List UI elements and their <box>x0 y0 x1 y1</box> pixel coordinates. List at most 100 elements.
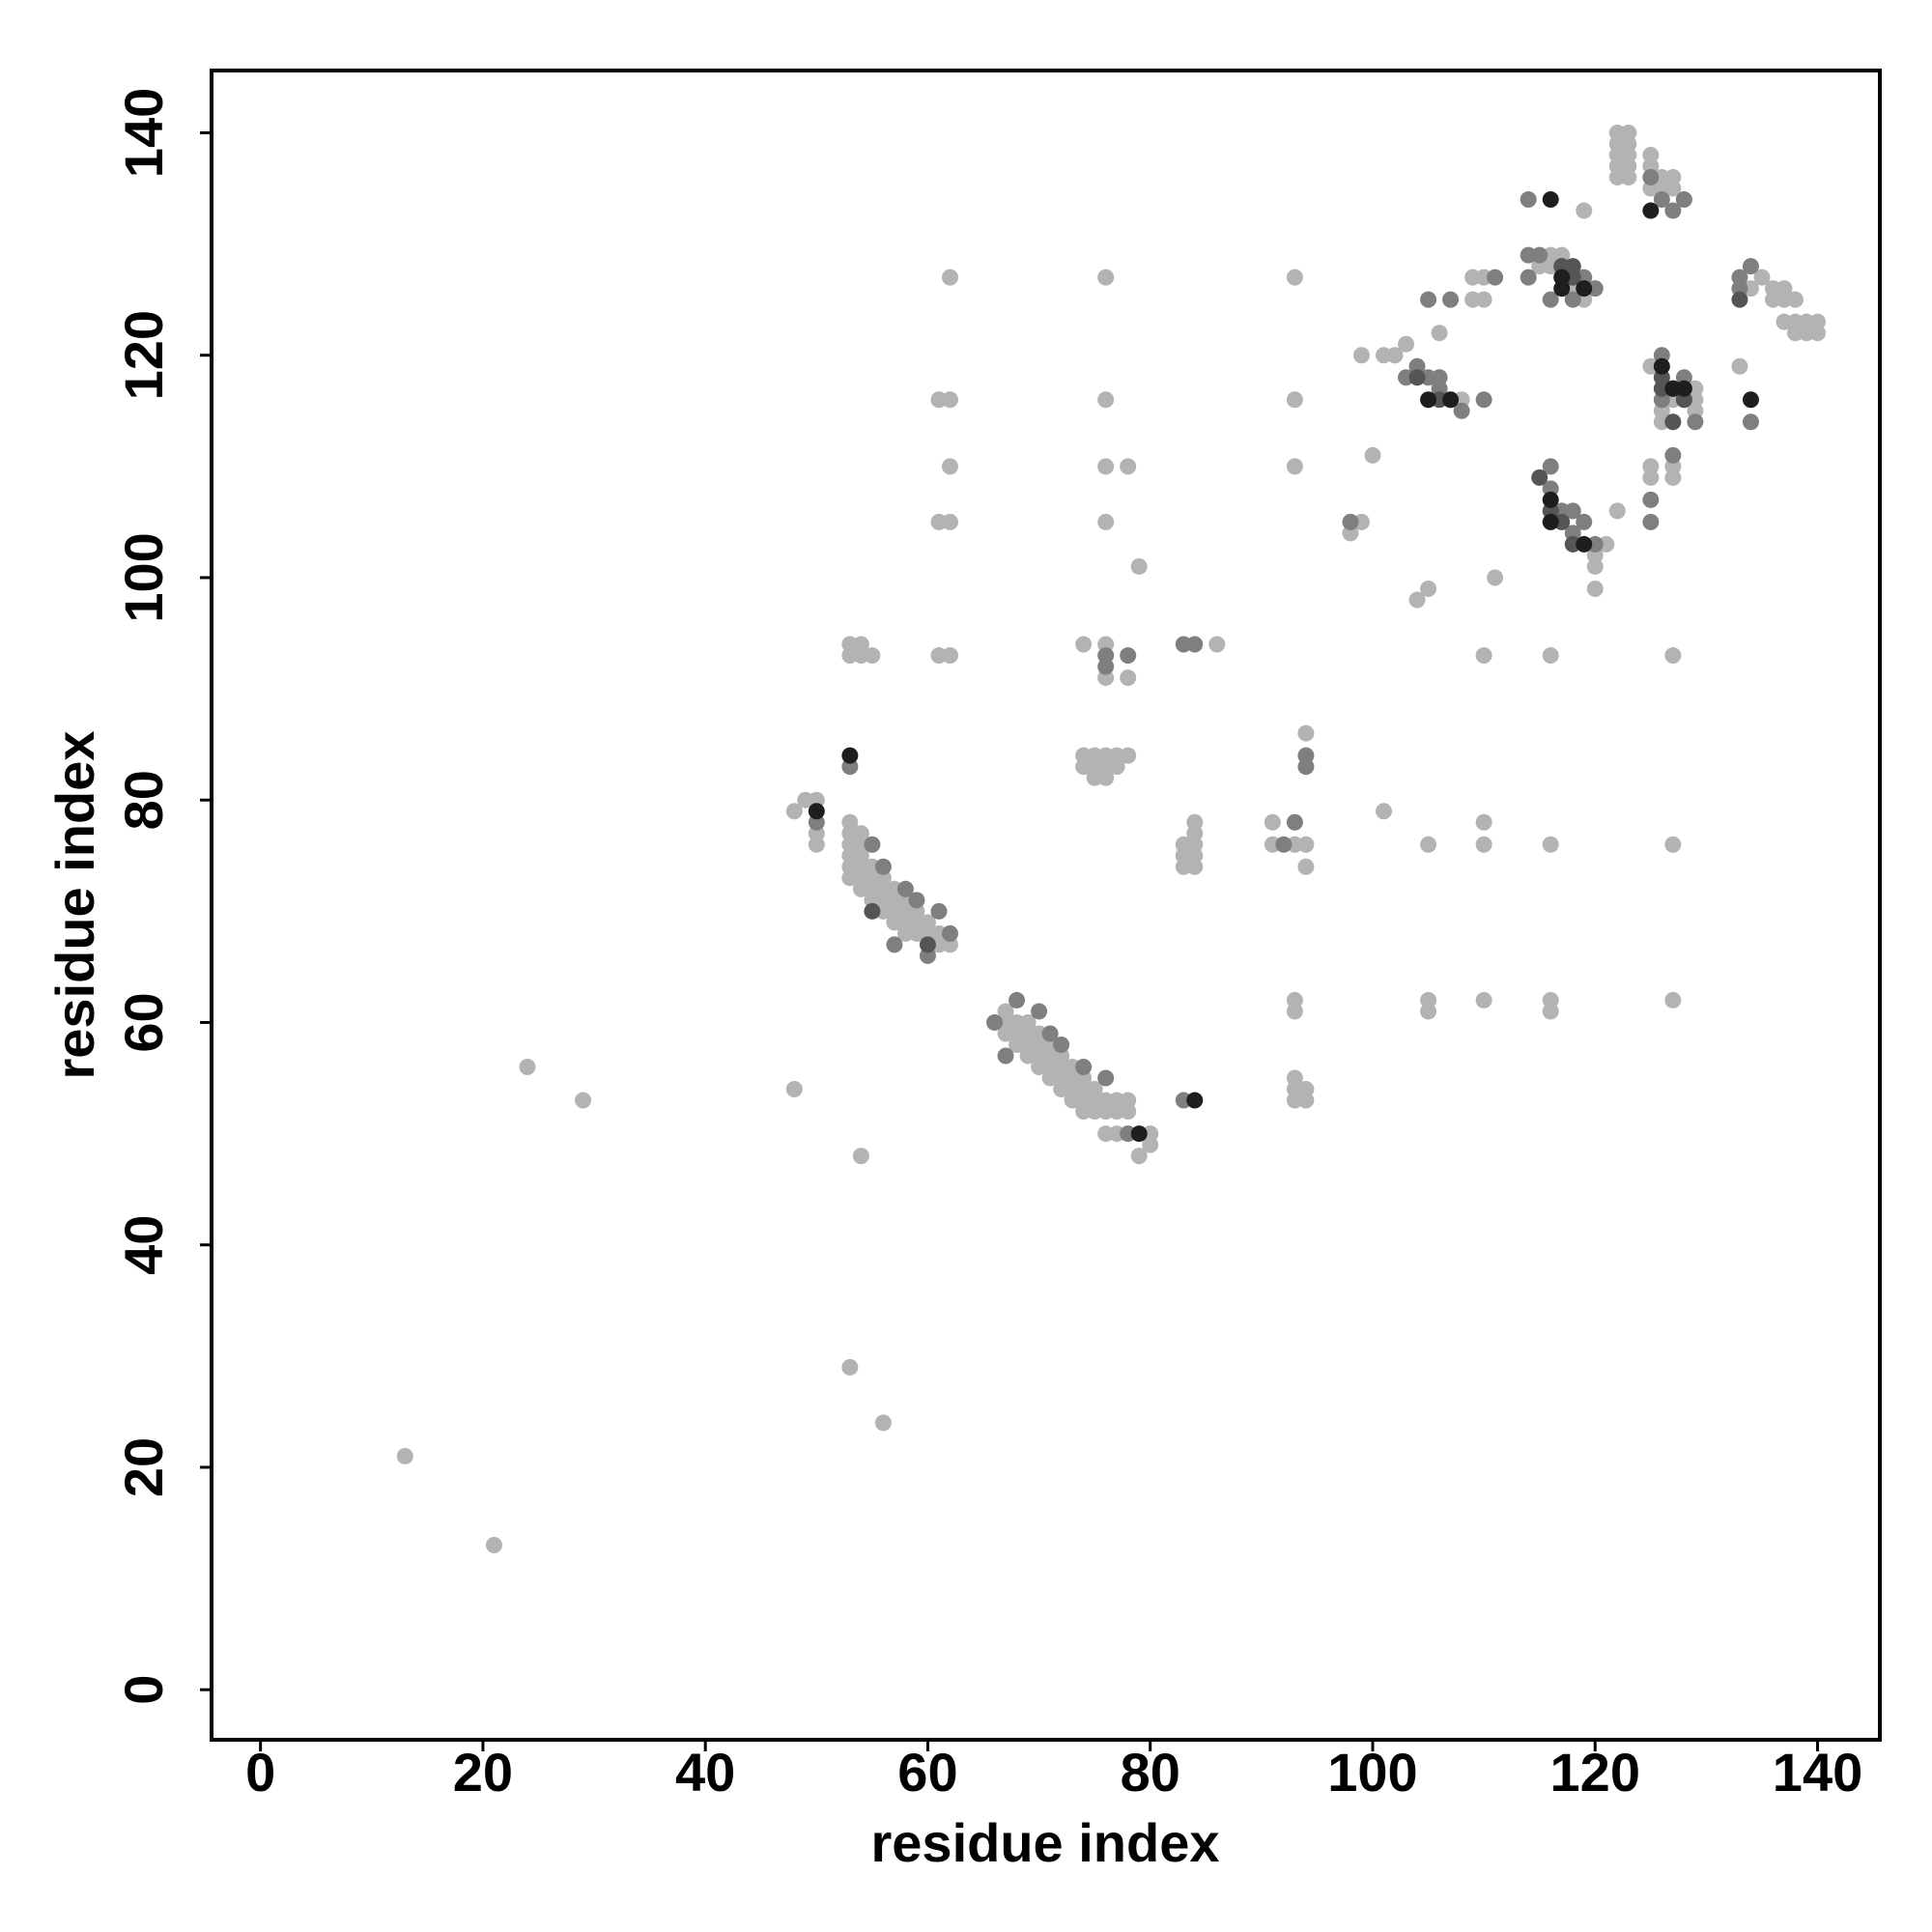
point <box>1542 513 1559 530</box>
point <box>908 892 925 909</box>
point <box>1475 291 1492 308</box>
y-tick-label: 20 <box>113 1437 174 1497</box>
point <box>1408 369 1426 386</box>
point <box>1186 636 1204 653</box>
point <box>1576 513 1593 530</box>
point <box>1420 836 1437 853</box>
point <box>1475 813 1492 831</box>
point <box>1264 813 1281 831</box>
point <box>1130 557 1148 575</box>
x-tick-label: 140 <box>1773 1742 1862 1803</box>
point <box>1475 391 1492 409</box>
point <box>852 1148 869 1165</box>
point <box>886 936 903 953</box>
y-tick-label: 0 <box>113 1675 174 1705</box>
point <box>1742 391 1759 409</box>
point <box>874 858 892 875</box>
point <box>1120 747 1137 764</box>
point <box>1208 636 1226 653</box>
point <box>1531 246 1548 264</box>
point <box>1120 1092 1137 1109</box>
point <box>785 1081 803 1098</box>
point <box>1664 991 1682 1009</box>
point <box>1542 491 1559 508</box>
point <box>1608 502 1626 520</box>
point <box>1442 291 1460 308</box>
y-tick-label: 100 <box>113 532 174 622</box>
point <box>1053 1036 1070 1053</box>
point <box>1687 413 1704 431</box>
point <box>997 1047 1014 1065</box>
point <box>1408 591 1426 609</box>
point <box>930 902 948 920</box>
y-axis-label: residue index <box>44 730 105 1079</box>
point <box>1475 991 1492 1009</box>
point <box>896 880 914 897</box>
x-tick-label: 120 <box>1550 1742 1640 1803</box>
point <box>1664 202 1682 219</box>
point <box>941 513 958 530</box>
point <box>1120 669 1137 687</box>
point <box>1564 502 1581 520</box>
point <box>1420 391 1437 409</box>
point <box>941 458 958 475</box>
point <box>1075 636 1093 653</box>
point <box>1664 180 1682 197</box>
point <box>1642 469 1660 486</box>
point <box>1487 569 1504 586</box>
point <box>1009 991 1026 1009</box>
point <box>1475 836 1492 853</box>
point <box>941 391 958 409</box>
point <box>874 1414 892 1432</box>
point <box>1542 458 1559 475</box>
point <box>919 936 936 953</box>
point <box>1297 858 1315 875</box>
point <box>1620 169 1637 186</box>
point <box>1120 458 1137 475</box>
point <box>1586 580 1604 597</box>
point <box>1520 269 1537 286</box>
point <box>1553 280 1571 298</box>
point <box>396 1447 413 1464</box>
point <box>864 902 881 920</box>
point <box>1031 1003 1048 1020</box>
point <box>1742 258 1759 275</box>
point <box>1642 169 1660 186</box>
point <box>1108 758 1125 776</box>
point <box>864 647 881 665</box>
point <box>1664 647 1682 665</box>
point <box>1097 769 1115 786</box>
point <box>1664 469 1682 486</box>
point <box>1286 991 1303 1009</box>
point <box>1475 647 1492 665</box>
point <box>1386 347 1404 364</box>
point <box>1742 413 1759 431</box>
point <box>1753 269 1771 286</box>
point <box>1352 347 1370 364</box>
y-tick-label: 120 <box>113 310 174 400</box>
point <box>575 1092 592 1109</box>
point <box>1120 647 1137 665</box>
point <box>1275 836 1293 853</box>
point <box>941 269 958 286</box>
point <box>1542 1003 1559 1020</box>
y-tick-label: 60 <box>113 992 174 1052</box>
x-tick-label: 40 <box>675 1742 735 1803</box>
point <box>1576 202 1593 219</box>
point <box>1564 291 1581 308</box>
point <box>1420 291 1437 308</box>
x-tick-label: 100 <box>1327 1742 1417 1803</box>
point <box>1442 391 1460 409</box>
point <box>864 836 881 853</box>
point <box>1297 724 1315 742</box>
point <box>1642 202 1660 219</box>
y-tick-label: 80 <box>113 770 174 830</box>
point <box>1097 513 1115 530</box>
point <box>1286 813 1303 831</box>
point <box>1130 1125 1148 1143</box>
point <box>1642 513 1660 530</box>
point <box>1097 458 1115 475</box>
point <box>1075 1059 1093 1076</box>
